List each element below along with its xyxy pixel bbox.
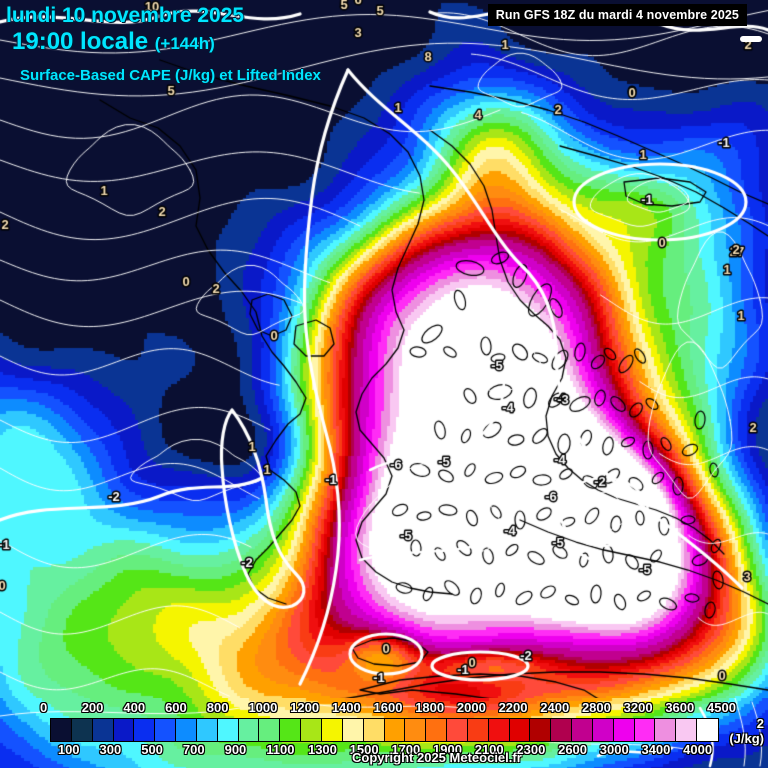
model-run-label: Run GFS 18Z du mardi 4 novembre 2025 xyxy=(487,4,747,26)
legend-tick-top: 1800 xyxy=(415,700,445,715)
legend-tick-bottom: 500 xyxy=(141,742,163,757)
color-swatch xyxy=(321,719,343,741)
color-swatch xyxy=(196,719,218,741)
legend-tick-top: 4500 xyxy=(707,700,736,715)
color-swatch xyxy=(655,719,677,741)
legend-tick-bottom: 1500 xyxy=(349,742,379,757)
copyright-label: Copyright 2025 Meteociel.fr xyxy=(352,750,522,765)
legend-tick-top: 800 xyxy=(206,700,229,715)
color-swatch xyxy=(592,719,614,741)
color-swatch xyxy=(384,719,406,741)
color-swatch xyxy=(634,719,656,741)
legend-tick-bottom: 100 xyxy=(57,742,80,757)
legend-tick-bottom: 900 xyxy=(224,742,247,757)
color-swatch xyxy=(342,719,364,741)
legend-tick-top: 600 xyxy=(165,700,187,715)
color-swatch xyxy=(488,719,510,741)
legend-tick-top: 400 xyxy=(123,700,146,715)
weather-map-canvas[interactable] xyxy=(0,0,768,700)
color-swatch xyxy=(71,719,93,741)
color-swatch xyxy=(551,719,573,741)
legend-tick-top: 1400 xyxy=(331,700,361,715)
legend-tick-bottom: 2300 xyxy=(516,742,546,757)
color-swatch xyxy=(92,719,114,741)
color-scale-swatches xyxy=(50,718,719,742)
color-swatch xyxy=(530,719,552,741)
color-swatch xyxy=(51,719,72,741)
color-swatch xyxy=(238,719,260,741)
legend-tick-top: 1000 xyxy=(248,700,278,715)
legend-tick-top: 0 xyxy=(40,700,48,715)
legend-unit-label: 2 (J/kg) xyxy=(729,716,764,746)
legend-tick-top: 3200 xyxy=(623,700,653,715)
color-swatch xyxy=(509,719,531,741)
legend-tick-bottom: 1700 xyxy=(391,742,421,757)
legend-unit-contour-number: 2 xyxy=(756,716,764,731)
legend-tick-top: 1600 xyxy=(373,700,403,715)
legend-tick-top: 2400 xyxy=(540,700,570,715)
legend-tick-bottom: 1100 xyxy=(266,742,295,757)
legend-tick-bottom: 3400 xyxy=(641,742,671,757)
color-swatch xyxy=(301,719,322,741)
map-corner-marker xyxy=(740,36,762,42)
legend-unit-text: (J/kg) xyxy=(729,731,764,746)
color-swatch xyxy=(217,719,239,741)
color-scale-legend: 0 200 400 600 800 1000 1200 1400 1600 1800 2000 220… xyxy=(0,698,768,768)
legend-tick-bottom: 1900 xyxy=(433,742,462,757)
legend-tick-top: 2200 xyxy=(498,700,528,715)
color-swatch xyxy=(405,719,427,741)
color-swatch xyxy=(155,719,177,741)
color-swatch xyxy=(447,719,468,741)
color-swatch xyxy=(134,719,156,741)
legend-tick-bottom: 3000 xyxy=(599,742,629,757)
color-swatch xyxy=(176,719,197,741)
color-swatch xyxy=(363,719,385,741)
color-swatch xyxy=(572,719,593,741)
legend-tick-top: 2000 xyxy=(456,700,486,715)
color-swatch xyxy=(676,719,698,741)
color-swatch xyxy=(613,719,635,741)
legend-tick-bottom: 4000 xyxy=(683,742,713,757)
legend-tick-top: 1200 xyxy=(290,700,320,715)
color-swatch xyxy=(113,719,135,741)
color-swatch xyxy=(467,719,489,741)
legend-tick-top: 2800 xyxy=(581,700,611,715)
legend-tick-top: 3600 xyxy=(665,700,695,715)
legend-tick-bottom: 1300 xyxy=(307,742,337,757)
legend-tick-bottom: 700 xyxy=(182,742,205,757)
legend-tick-bottom: 300 xyxy=(99,742,122,757)
color-swatch xyxy=(280,719,302,741)
color-swatch xyxy=(426,719,448,741)
legend-tick-top: 200 xyxy=(81,700,104,715)
legend-tick-bottom: 2100 xyxy=(474,742,504,757)
color-swatch xyxy=(259,719,281,741)
color-swatch xyxy=(697,719,718,741)
legend-tick-bottom: 2600 xyxy=(558,742,588,757)
